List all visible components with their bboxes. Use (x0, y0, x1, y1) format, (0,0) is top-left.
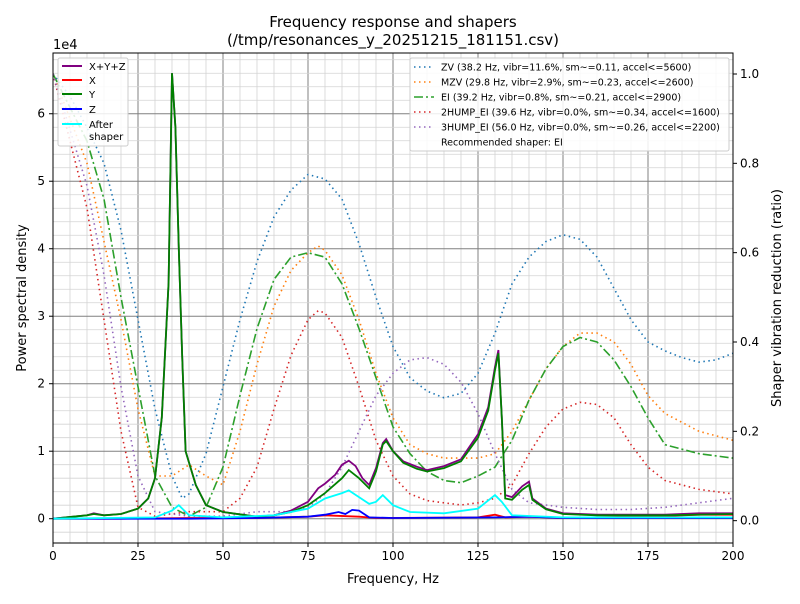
legend-shaper-label: 2HUMP_EI (39.6 Hz, vibr=0.0%, sm~=0.34, … (441, 108, 720, 119)
legend-psd-label: Z (89, 105, 96, 116)
legend-shaper-label: MZV (29.8 Hz, vibr=2.9%, sm~=0.23, accel… (441, 78, 693, 89)
legend-psd-label-line: Z (89, 105, 96, 116)
legend-psd-label: X+Y+Z (89, 62, 126, 73)
legend-shaper-box (409, 57, 730, 152)
legend-shaper-label: 3HUMP_EI (56.0 Hz, vibr=0.0%, sm~=0.26, … (441, 123, 720, 134)
x-tick-label: 50 (215, 549, 230, 563)
y-tick-label: 4 (37, 242, 45, 256)
shaper-line-1 (53, 73, 733, 487)
legend-psd-label: X (89, 76, 96, 87)
legend-psd-label: After shaper (89, 120, 124, 143)
x-tick-label: 25 (130, 549, 145, 563)
y-right-tick-label: 1.0 (740, 67, 759, 81)
y-right-tick-label: 0.2 (740, 424, 759, 438)
legend-psd-label-line: X (89, 76, 96, 87)
legend-psd-label-line: X+Y+Z (89, 62, 126, 73)
psd-line-3 (53, 508, 733, 520)
y-right-tick-label: 0.6 (740, 246, 759, 260)
y-axis-right-label: Shaper vibration reduction (ratio) (770, 189, 785, 407)
y-right-tick-label: 0.4 (740, 335, 759, 349)
legend-recommended-label: Recommended shaper: EI (441, 138, 563, 149)
x-tick-label: 125 (467, 549, 490, 563)
legend-psd-label: Y (88, 90, 96, 101)
legend-shaper-label: EI (39.2 Hz, vibr=0.8%, sm~=0.21, accel<… (441, 93, 681, 104)
x-tick-label: 175 (637, 549, 660, 563)
x-tick-label: 200 (722, 549, 745, 563)
x-tick-label: 100 (382, 549, 405, 563)
x-tick-label: 75 (300, 549, 315, 563)
shaper-line-4 (53, 73, 733, 517)
legend-psd-label-line: Y (88, 90, 96, 101)
y-right-tick-label: 0.8 (740, 156, 759, 170)
x-tick-label: 0 (49, 549, 57, 563)
legend-psd-label-line: shaper (89, 132, 124, 143)
y-tick-label: 6 (37, 107, 45, 121)
y-tick-label: 1 (37, 444, 45, 458)
shaper-line-2 (53, 73, 733, 518)
shaper-line-3 (53, 73, 733, 518)
y-tick-label: 5 (37, 174, 45, 188)
psd-line-2 (53, 73, 733, 520)
legend-psd-label-line: After (89, 120, 114, 131)
y-tick-label: 0 (37, 512, 45, 526)
y-axis-label: Power spectral density (15, 224, 30, 372)
chart-subtitle: (/tmp/resonances_y_20251215_181151.csv) (227, 31, 559, 50)
legend-shaper-label: ZV (38.2 Hz, vibr=11.6%, sm~=0.11, accel… (441, 63, 691, 74)
y-right-tick-label: 0.0 (740, 514, 759, 528)
psd-line-4 (53, 489, 733, 520)
x-tick-label: 150 (552, 549, 575, 563)
y-tick-label: 2 (37, 377, 45, 391)
chart-title: Frequency response and shapers (269, 13, 517, 31)
y-tick-label: 3 (37, 309, 45, 323)
y-offset-label: 1e4 (53, 38, 78, 53)
x-axis-label: Frequency, Hz (347, 572, 439, 587)
